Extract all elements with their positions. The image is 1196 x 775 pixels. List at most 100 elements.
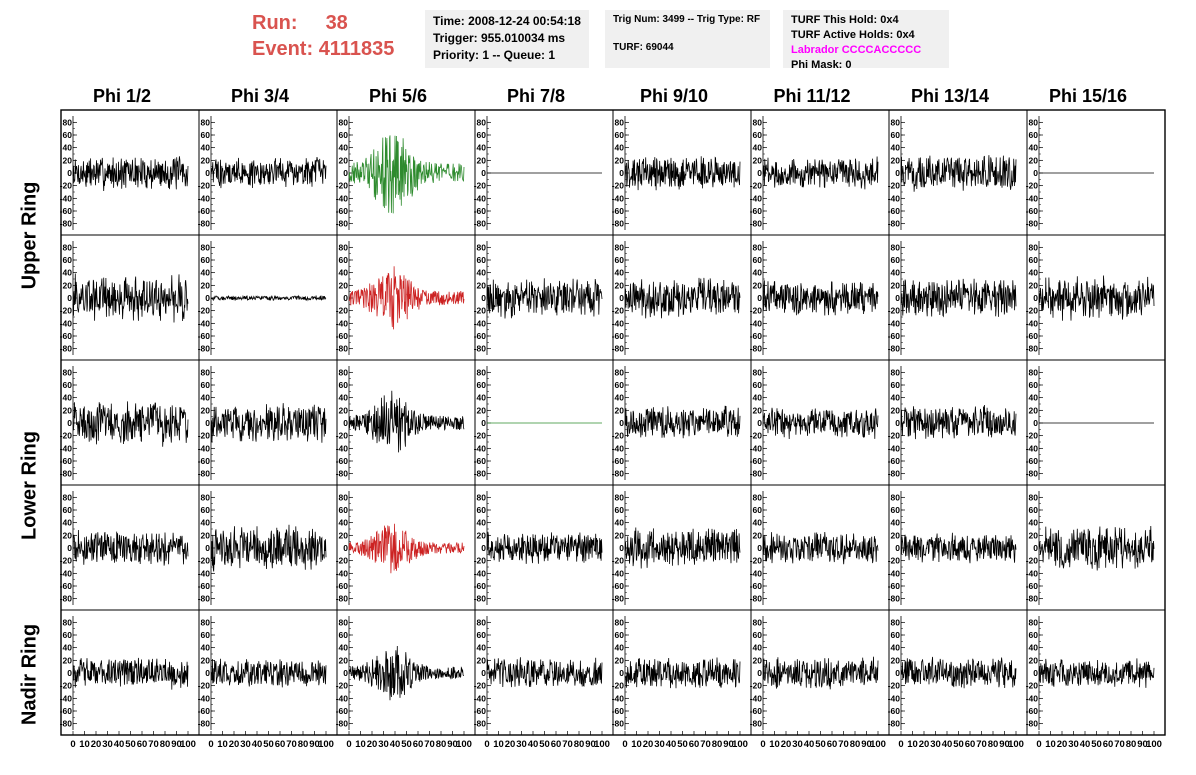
waveform-line: [486, 278, 603, 319]
y-tick-label: 60: [339, 130, 349, 140]
y-tick-label: 0: [481, 168, 486, 178]
y-tick-label: 0: [343, 293, 348, 303]
y-tick-label: 40: [891, 518, 901, 528]
y-tick-label: -20: [336, 431, 349, 441]
y-tick-label: 60: [753, 505, 763, 515]
y-tick-label: -40: [474, 443, 487, 453]
y-tick-label: 80: [615, 367, 625, 377]
priority-text: Priority: 1 -- Queue: 1: [433, 48, 556, 62]
x-tick-label: 90: [723, 739, 734, 750]
y-tick-label: -20: [336, 306, 349, 316]
waveform-panel: 80 60 40 20 0 -20 -40 -60 -80: [474, 234, 614, 361]
x-tick-label: 20: [1057, 739, 1068, 750]
y-tick-label: 20: [753, 530, 763, 540]
event-label: Event:: [252, 38, 314, 60]
y-tick-label: 20: [615, 655, 625, 665]
x-tick-label: 40: [390, 739, 401, 750]
y-tick-label: -60: [198, 581, 211, 591]
y-tick-label: 60: [339, 380, 349, 390]
y-tick-label: -40: [1026, 568, 1039, 578]
y-tick-label: 20: [201, 530, 211, 540]
y-tick-label: 20: [339, 155, 349, 165]
y-tick-label: 80: [615, 492, 625, 502]
panel-border: [1026, 109, 1166, 236]
y-tick-label: -60: [198, 206, 211, 216]
y-tick-label: 40: [339, 143, 349, 153]
waveform-line: [762, 531, 879, 565]
x-tick-label: 90: [1137, 739, 1148, 750]
y-tick-label: -20: [612, 306, 625, 316]
x-tick-label: 30: [792, 739, 803, 750]
y-tick-label: -80: [336, 594, 349, 604]
y-tick-label: 60: [63, 505, 73, 515]
y-tick-label: -80: [750, 344, 763, 354]
column-label: Phi 15/16: [1048, 86, 1128, 106]
y-tick-label: 80: [477, 492, 487, 502]
y-tick-label: 80: [63, 617, 73, 627]
y-tick-label: 40: [477, 643, 487, 653]
y-tick-label: -80: [612, 219, 625, 229]
x-tick-label: 90: [171, 739, 182, 750]
x-tick-label: 80: [160, 739, 171, 750]
x-tick-label: 20: [229, 739, 240, 750]
x-tick-label: 70: [424, 739, 435, 750]
y-tick-label: -40: [750, 318, 763, 328]
x-tick-label: 20: [367, 739, 378, 750]
y-tick-label: 60: [615, 630, 625, 640]
waveform-line: [210, 157, 327, 189]
y-tick-label: -80: [60, 594, 73, 604]
y-tick-label: -20: [198, 181, 211, 191]
y-tick-label: -20: [750, 556, 763, 566]
y-tick-label: 40: [339, 518, 349, 528]
y-tick-label: 80: [891, 117, 901, 127]
x-tick-label: 70: [1114, 739, 1125, 750]
y-tick-label: -60: [750, 456, 763, 466]
waveform-line: [348, 135, 465, 214]
y-tick-label: 40: [1029, 268, 1039, 278]
y-tick-label: -80: [1026, 594, 1039, 604]
y-tick-label: 60: [753, 255, 763, 265]
x-tick-label: 40: [114, 739, 125, 750]
y-tick-label: 60: [63, 380, 73, 390]
y-tick-label: 20: [891, 280, 901, 290]
y-tick-label: -80: [336, 719, 349, 729]
y-tick-label: -80: [750, 719, 763, 729]
x-tick-label: 50: [401, 739, 412, 750]
x-tick-label: 50: [815, 739, 826, 750]
y-tick-label: 80: [201, 367, 211, 377]
y-tick-label: -60: [60, 331, 73, 341]
column-label: Phi 13/14: [910, 86, 990, 106]
y-tick-label: 20: [201, 155, 211, 165]
x-tick-label: 100: [1008, 739, 1024, 750]
y-tick-label: -80: [474, 344, 487, 354]
y-tick-label: 40: [753, 393, 763, 403]
y-tick-label: 40: [753, 643, 763, 653]
y-tick-label: 20: [477, 530, 487, 540]
y-tick-label: 20: [63, 655, 73, 665]
y-tick-label: 0: [895, 418, 900, 428]
y-tick-label: 40: [201, 643, 211, 653]
x-tick-label: 20: [919, 739, 930, 750]
y-tick-label: 60: [477, 630, 487, 640]
y-tick-label: 0: [757, 293, 762, 303]
y-tick-label: -40: [60, 693, 73, 703]
y-tick-label: -80: [750, 219, 763, 229]
y-tick-label: -20: [60, 306, 73, 316]
waveform-panel: 80 60 40 20 0 -20 -40 -60 -80: [750, 234, 890, 361]
y-tick-label: 40: [615, 143, 625, 153]
y-tick-label: 0: [895, 168, 900, 178]
y-tick-label: -40: [336, 318, 349, 328]
y-tick-label: 60: [339, 505, 349, 515]
y-tick-label: 40: [477, 268, 487, 278]
y-tick-label: 40: [891, 268, 901, 278]
y-tick-label: -20: [474, 556, 487, 566]
waveform-panel: 80 60 40 20 0 -20 -40 -60 -80: [474, 109, 614, 236]
waveform-line: [900, 656, 1017, 689]
trig-num-text: Trig Num: 3499 -- Trig Type: RF: [613, 14, 761, 25]
y-tick-label: 80: [339, 367, 349, 377]
y-tick-label: -60: [612, 706, 625, 716]
y-tick-label: -60: [198, 331, 211, 341]
y-tick-label: -20: [888, 181, 901, 191]
y-tick-label: 80: [201, 617, 211, 627]
waveform-line: [900, 532, 1017, 564]
